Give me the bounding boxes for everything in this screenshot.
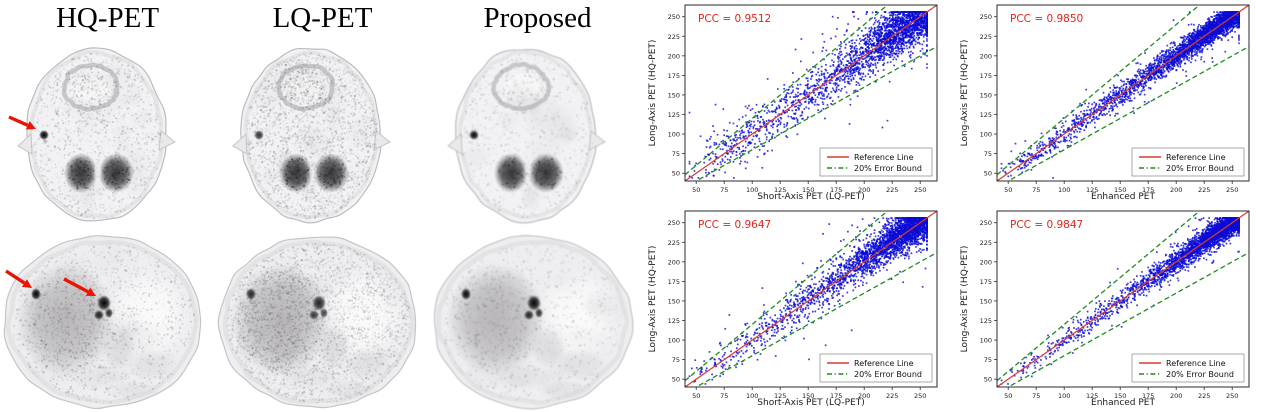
- pet-image-lq-abdomen: [215, 225, 430, 412]
- pet-comparison-panel: HQ-PET LQ-PET Proposed: [0, 0, 645, 412]
- column-header-lq-pet: LQ-PET: [272, 2, 373, 34]
- scatter-plot-lq-vs-hq-slice2: [645, 206, 957, 412]
- column-header-proposed: Proposed: [483, 2, 592, 34]
- scatter-plot-enhanced-vs-hq-slice1: [957, 0, 1269, 206]
- pet-image-proposed-head: [430, 38, 645, 225]
- pet-image-proposed-abdomen: [430, 225, 645, 412]
- column-headers: HQ-PET LQ-PET Proposed: [0, 0, 645, 38]
- pet-image-hq-head: [0, 38, 215, 225]
- pet-image-grid: [0, 38, 645, 412]
- pet-image-hq-abdomen: [0, 225, 215, 412]
- scatter-plot-enhanced-vs-hq-slice2: [957, 206, 1269, 412]
- column-header-hq-pet: HQ-PET: [55, 2, 160, 34]
- pet-image-lq-head: [215, 38, 430, 225]
- scatter-plot-panel: [645, 0, 1270, 412]
- scatter-plot-lq-vs-hq-slice1: [645, 0, 957, 206]
